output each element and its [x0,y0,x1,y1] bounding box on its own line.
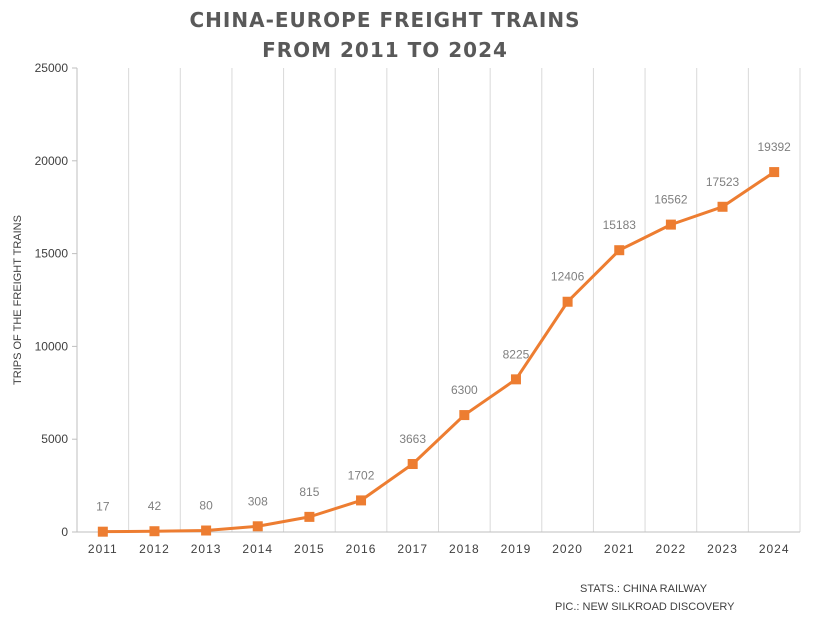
x-tick-label: 2016 [346,542,377,556]
y-tick-label: 10000 [35,339,69,353]
x-tick-label: 2012 [139,542,170,556]
data-point-marker [149,526,160,537]
data-point-marker [201,525,212,536]
data-label: 3663 [399,432,426,446]
data-point-marker [459,410,470,421]
y-tick-label: 5000 [41,432,68,446]
series-line [102,170,776,534]
data-point-marker [356,495,367,506]
data-label: 1702 [348,468,375,482]
data-label: 308 [248,494,268,508]
y-tick-label: 25000 [35,61,69,75]
y-tick-label: 15000 [35,247,69,261]
x-tick-label: 2021 [604,542,635,556]
chart-title-line-2: FROM 2011 TO 2024 [262,38,508,62]
data-point-marker [769,167,780,178]
x-tick-label: 2013 [191,542,222,556]
x-tick-label: 2020 [552,542,583,556]
data-point-marker [562,296,573,307]
data-label: 42 [148,499,162,513]
x-tick-label: 2022 [656,542,687,556]
chart-title-line-1: CHINA-EUROPE FREIGHT TRAINS [189,8,581,32]
data-label: 15183 [603,218,637,232]
x-tick-label: 2017 [397,542,428,556]
y-tick-label: 20000 [35,154,69,168]
x-tick-label: 2023 [707,542,738,556]
data-point-marker [665,219,676,230]
source-pic: PIC.: NEW SILKROAD DISCOVERY [555,601,735,613]
data-point-marker [97,526,108,537]
data-point-marker [614,245,625,256]
data-label: 16562 [654,193,688,207]
data-point-marker [510,374,521,385]
data-label: 19392 [757,140,791,154]
data-label: 8225 [503,347,530,361]
data-label: 80 [199,499,213,513]
data-point-marker [304,511,315,522]
data-point-marker [407,459,418,470]
data-label: 17 [96,500,110,514]
data-label: 815 [299,485,319,499]
y-tick-label: 0 [61,525,68,539]
source-stats: STATS.: CHINA RAILWAY [580,583,708,595]
x-tick-label: 2018 [449,542,480,556]
data-label: 12406 [551,270,585,284]
x-tick-label: 2011 [88,542,118,556]
data-point-marker [252,521,263,532]
data-label: 17523 [706,175,740,189]
data-label: 6300 [451,383,478,397]
x-tick-label: 2019 [501,542,532,556]
x-tick-label: 2015 [294,542,325,556]
x-tick-label: 2024 [759,542,790,556]
data-point-marker [717,201,728,212]
x-tick-label: 2014 [242,542,273,556]
